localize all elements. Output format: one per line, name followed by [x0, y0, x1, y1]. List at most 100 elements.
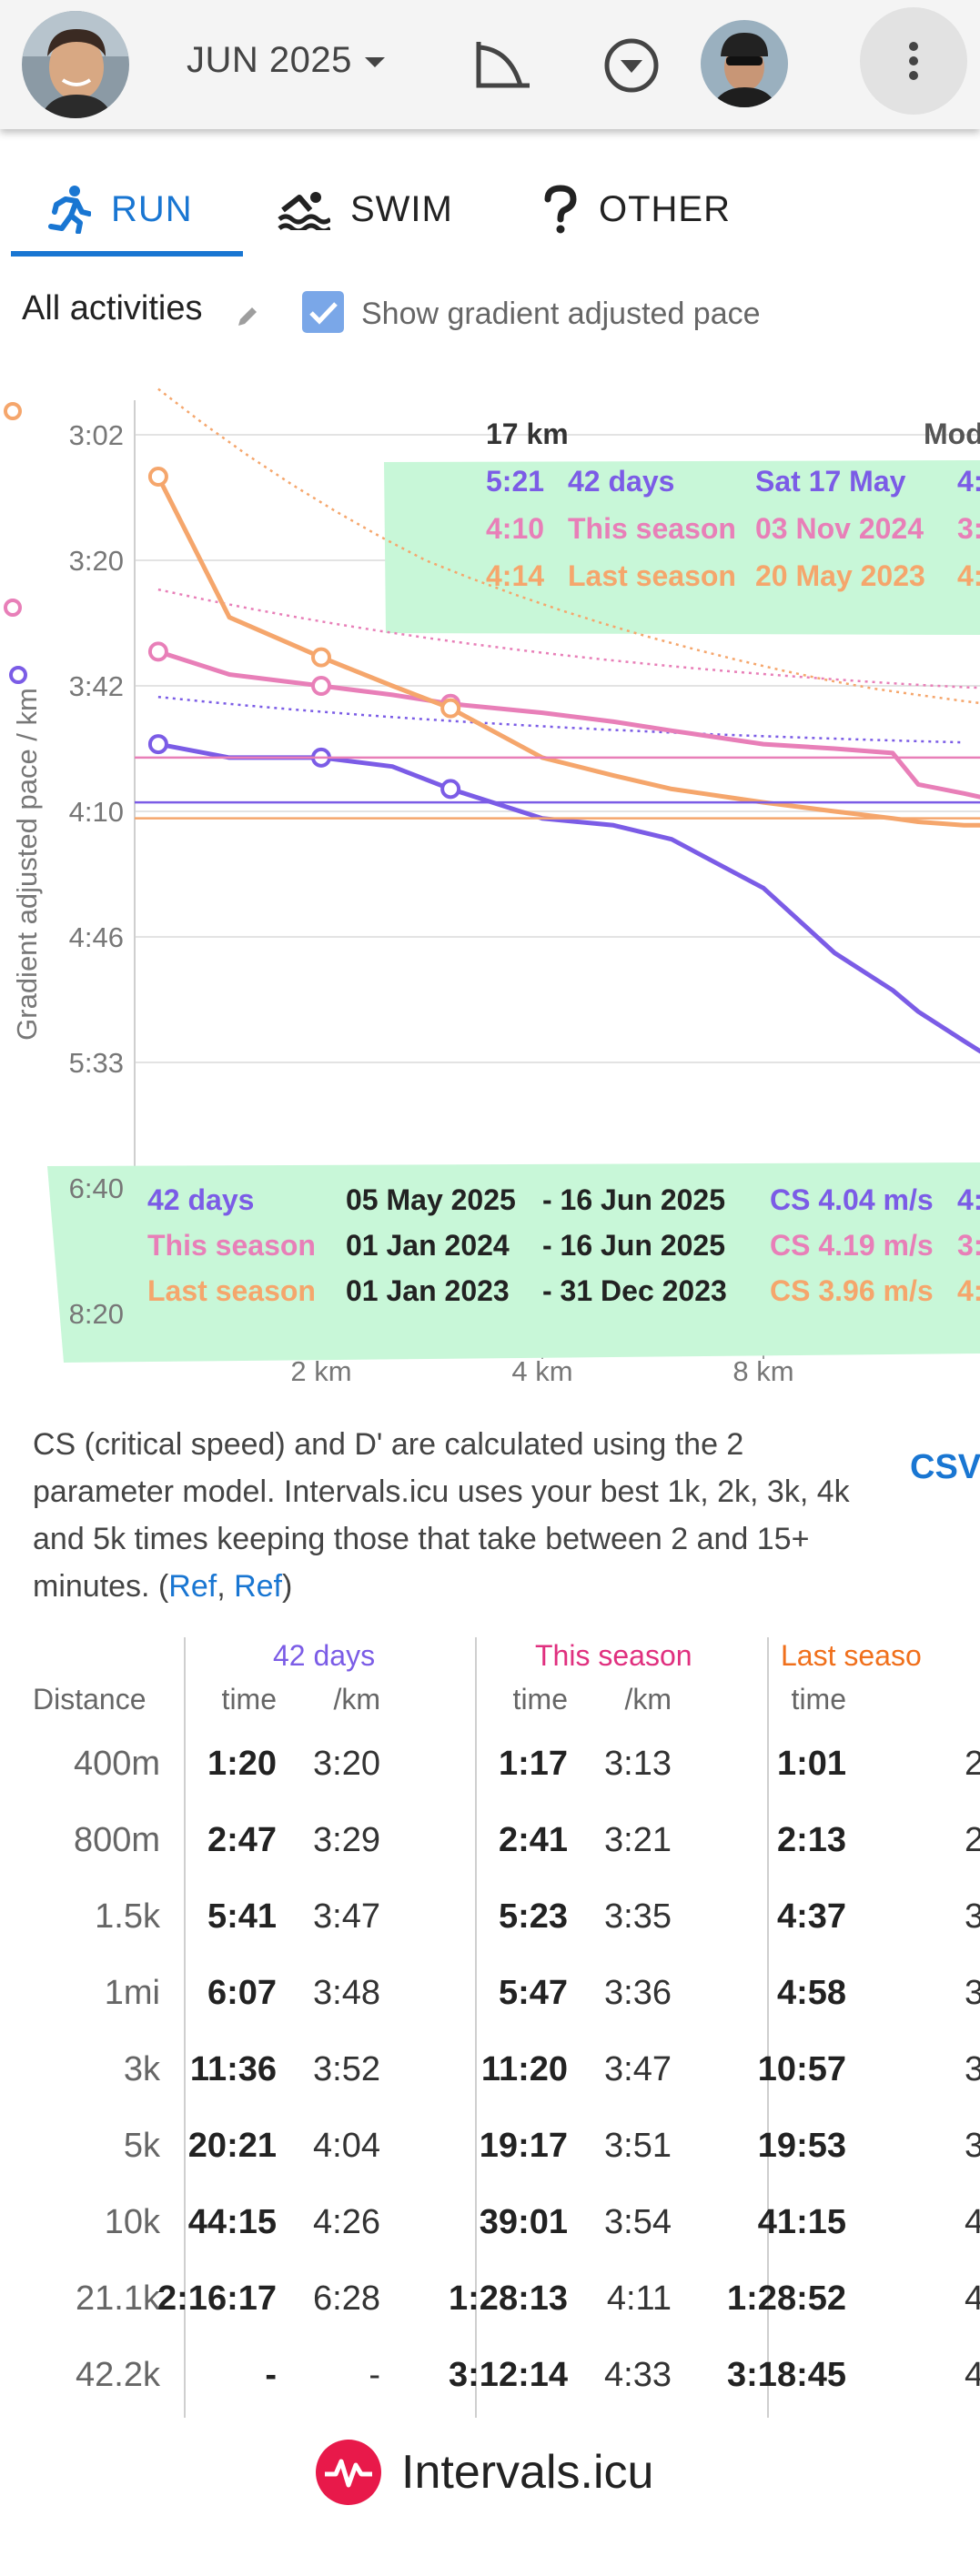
athlete-avatar[interactable] — [701, 20, 788, 107]
pace-curve-chart[interactable]: 3:02 3:20 3:42 4:10 4:46 5:33 6:40 8:20 Gradient… — [0, 382, 980, 1383]
time-cell: 1:20 — [207, 1745, 277, 1783]
tab-other-label: OTHER — [599, 188, 731, 229]
time-cell: - — [265, 2356, 277, 2394]
series-point — [147, 641, 168, 662]
time-column-header: time — [221, 1683, 277, 1716]
caret-down-icon — [364, 56, 385, 67]
legend-series-name: Last season — [147, 1274, 316, 1307]
model-curve — [157, 695, 961, 744]
pace-cell: 4:04 — [313, 2127, 380, 2165]
more-options-button[interactable] — [860, 7, 967, 115]
time-cell: 1:28:52 — [727, 2279, 846, 2318]
gap-checkbox-label: Show gradient adjusted pace — [361, 297, 761, 331]
pace-cell: 4 — [965, 2279, 980, 2318]
time-cell: 5:23 — [498, 1897, 568, 1936]
marker-point — [4, 599, 22, 617]
footer-brand[interactable]: Intervals.icu — [316, 2440, 653, 2505]
top-app-bar: JUN 2025 — [0, 0, 980, 129]
pace-cell: 3:51 — [604, 2127, 672, 2165]
month-selector[interactable]: JUN 2025 — [187, 40, 385, 81]
series-point — [147, 467, 168, 487]
distance-cell: 1mi — [104, 1974, 160, 2012]
legend-extra: 3: — [957, 1229, 980, 1262]
ref-separator: , — [217, 1569, 235, 1604]
y-axis-label: Gradient adjusted pace / km — [11, 688, 43, 1041]
x-tick-label: 4 km — [511, 1355, 572, 1383]
user-avatar[interactable] — [22, 11, 129, 118]
time-cell: 19:17 — [479, 2127, 568, 2165]
legend-to-date: - 16 Jun 2025 — [542, 1183, 725, 1216]
series-point — [311, 676, 331, 696]
distance-cell: 400m — [73, 1745, 160, 1783]
tooltip-background — [384, 460, 980, 635]
intervals-logo-icon — [316, 2440, 381, 2505]
x-tick-label: 8 km — [732, 1355, 793, 1383]
series-point — [147, 734, 168, 755]
legend-critical-speed: CS 4.19 m/s — [770, 1229, 934, 1262]
power-curve-icon[interactable] — [473, 38, 533, 96]
y-tick-label: 4:10 — [69, 796, 124, 828]
column-divider — [184, 1637, 186, 2418]
y-tick-label: 4:46 — [69, 921, 124, 953]
more-vert-icon — [909, 42, 918, 51]
tooltip-series-name: This season — [568, 512, 736, 545]
check-icon — [309, 302, 338, 325]
time-cell: 5:41 — [207, 1897, 277, 1936]
time-cell: 4:58 — [776, 1974, 846, 2012]
cursor-extra: Mod — [924, 418, 980, 450]
tab-run[interactable]: RUN — [47, 162, 193, 257]
activity-filter[interactable]: All activities — [22, 289, 203, 327]
pace-column-header: /km — [624, 1683, 672, 1716]
ref-link-1[interactable]: Ref — [168, 1569, 217, 1604]
pace-cell: 3 — [965, 1897, 980, 1936]
time-cell: 2:47 — [207, 1821, 277, 1859]
tooltip-series-name: Last season — [568, 559, 736, 592]
month-label: JUN 2025 — [187, 40, 352, 80]
tab-swim-label: SWIM — [350, 188, 453, 229]
ref-close: ) — [282, 1569, 293, 1604]
time-column-header: time — [512, 1683, 568, 1716]
tab-run-label: RUN — [111, 188, 193, 229]
csv-download-link[interactable]: CSV — [910, 1448, 980, 1486]
distance-cell: 10k — [104, 2203, 160, 2241]
legend-background — [47, 1162, 980, 1363]
filter-dropdown-icon[interactable] — [602, 36, 661, 99]
pace-cell: 4 — [965, 2356, 980, 2394]
pace-cell: 3:36 — [604, 1974, 672, 2012]
time-cell: 10:57 — [757, 2050, 846, 2088]
group-header: This season — [535, 1639, 692, 1672]
gap-checkbox[interactable] — [302, 291, 344, 333]
group-header: 42 days — [273, 1639, 376, 1672]
pace-cell: 3:35 — [604, 1897, 672, 1936]
series-line — [156, 475, 980, 828]
pace-cell: 3:48 — [313, 1974, 380, 2012]
pace-cell: 4 — [965, 2203, 980, 2241]
time-cell: 3:12:14 — [449, 2356, 568, 2394]
tooltip-pace: 4:14 — [486, 559, 544, 592]
pace-cell: 4:11 — [606, 2279, 672, 2318]
tab-other[interactable]: OTHER — [542, 162, 731, 257]
cursor-label: 17 km — [486, 418, 569, 450]
ref-link-2[interactable]: Ref — [234, 1569, 283, 1604]
tab-swim[interactable]: SWIM — [278, 162, 453, 257]
pace-cell: 3:47 — [313, 1897, 380, 1936]
pencil-icon[interactable] — [235, 304, 260, 329]
pace-cell: 2 — [965, 1821, 980, 1859]
series-line — [157, 741, 980, 1054]
legend-critical-speed: CS 3.96 m/s — [770, 1274, 934, 1307]
pace-cell: 3:20 — [313, 1745, 380, 1783]
distance-cell: 21.1k — [76, 2279, 160, 2318]
x-tick-label: 2 km — [290, 1355, 351, 1383]
tooltip-extra: 4: — [957, 465, 980, 498]
time-cell: 19:53 — [757, 2127, 846, 2165]
y-tick-label: 3:02 — [69, 419, 124, 451]
group-header: Last seaso — [781, 1639, 922, 1672]
question-icon — [544, 185, 577, 234]
marker-point — [9, 666, 27, 684]
tooltip-pace: 4:10 — [486, 512, 544, 545]
active-tab-indicator — [11, 251, 243, 257]
time-cell: 4:37 — [776, 1897, 846, 1936]
time-cell: 6:07 — [207, 1974, 277, 2012]
time-cell: 5:47 — [498, 1974, 568, 2012]
distance-cell: 1.5k — [95, 1897, 160, 1936]
